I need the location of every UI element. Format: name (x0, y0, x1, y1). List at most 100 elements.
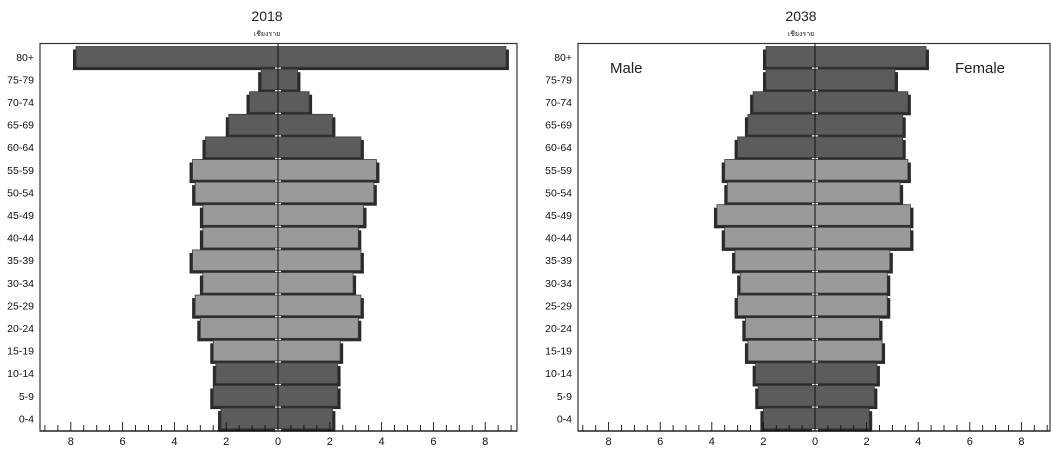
bar-left-60-64 (737, 136, 816, 158)
bar-left-40-44 (724, 226, 816, 249)
x-tick-label: 0 (812, 436, 818, 448)
bar-left-15-19 (747, 339, 816, 362)
bar-left-60-64 (205, 136, 279, 158)
bar-left-55-59 (192, 159, 279, 181)
bar-right-60-64 (814, 136, 904, 158)
bar-right-70-74 (814, 91, 909, 113)
age-label: 20-24 (545, 323, 572, 335)
bar-left-75-79 (765, 68, 816, 91)
bar-right-45-49 (277, 204, 364, 226)
bar-right-15-19 (814, 339, 883, 362)
bar-right-75-79 (277, 68, 298, 91)
age-label: 20-24 (7, 323, 34, 335)
x-tick-label: 2 (864, 436, 870, 448)
bar-left-35-39 (734, 249, 816, 271)
bar-left-65-69 (747, 113, 816, 136)
bar-left-5-9 (757, 385, 816, 407)
bar-left-75-79 (260, 68, 279, 91)
bar-left-5-9 (212, 385, 279, 407)
bar-right-50-54 (814, 181, 901, 204)
bar-right-40-44 (277, 226, 359, 249)
bar-left-65-69 (228, 113, 279, 136)
age-label: 10-14 (545, 368, 572, 380)
bar-left-40-44 (202, 226, 279, 249)
bar-right-65-69 (814, 113, 904, 136)
bar-right-25-29 (277, 294, 362, 317)
bar-left-70-74 (752, 91, 816, 113)
age-label: 40-44 (7, 233, 34, 245)
bar-left-80+ (765, 46, 816, 68)
bar-right-30-34 (277, 272, 354, 294)
age-label: 70-74 (7, 97, 34, 109)
chart-title: 2038 (785, 8, 816, 24)
age-label: 35-39 (545, 255, 572, 267)
age-label: 0-4 (557, 413, 572, 425)
bar-right-15-19 (277, 339, 341, 362)
bar-left-10-14 (755, 362, 816, 384)
bar-left-55-59 (724, 159, 816, 181)
x-tick-label: 8 (482, 436, 488, 448)
bar-left-15-19 (212, 339, 279, 362)
bar-right-0-4 (814, 407, 870, 430)
age-label: 60-64 (545, 142, 572, 154)
age-label: 35-39 (7, 255, 34, 267)
bar-left-80+ (75, 46, 279, 68)
male-label: Male (610, 60, 643, 77)
bar-left-10-14 (215, 362, 279, 384)
age-label: 30-34 (7, 278, 34, 290)
x-tick-label: 4 (709, 436, 715, 448)
age-label: 40-44 (545, 233, 572, 245)
age-label: 75-79 (545, 74, 572, 86)
age-label: 5-9 (19, 391, 34, 403)
x-tick-label: 8 (1018, 436, 1024, 448)
age-label: 75-79 (7, 74, 34, 86)
bar-left-25-29 (737, 294, 816, 317)
pyramid-panel-2018: 2018 เชียงราย 80+ 75-79 70-74 65-69 60-64 55-59… (7, 8, 518, 448)
bar-right-35-39 (814, 249, 891, 271)
age-label: 15-19 (7, 346, 34, 358)
age-label: 70-74 (545, 97, 572, 109)
age-label: 80+ (554, 52, 572, 64)
bar-left-30-34 (739, 272, 816, 294)
pyramid-panel-2038: 2038 เชียงราย 80+ 75-79 70-74 65-69 60-64 55-59… (545, 8, 1051, 448)
bar-right-25-29 (814, 294, 888, 317)
age-label: 55-59 (7, 165, 34, 177)
bar-right-20-24 (814, 317, 880, 339)
x-tick-label: 4 (915, 436, 921, 448)
bar-right-55-59 (277, 159, 377, 181)
x-tick-label: 4 (171, 436, 177, 448)
x-tick-label: 0 (275, 436, 281, 448)
bar-right-5-9 (814, 385, 875, 407)
bar-right-5-9 (277, 385, 338, 407)
bar-right-60-64 (277, 136, 362, 158)
bar-right-50-54 (277, 181, 375, 204)
x-tick-label: 6 (120, 436, 126, 448)
bar-left-0-4 (220, 407, 279, 430)
age-label: 5-9 (557, 391, 572, 403)
bar-right-70-74 (277, 91, 310, 113)
bar-right-30-34 (814, 272, 888, 294)
age-label: 0-4 (19, 413, 34, 425)
age-label: 60-64 (7, 142, 34, 154)
bar-right-80+ (814, 46, 927, 68)
age-label: 55-59 (545, 165, 572, 177)
age-label: 25-29 (7, 300, 34, 312)
bar-left-20-24 (199, 317, 279, 339)
bar-left-30-34 (202, 272, 279, 294)
x-tick-label: 2 (327, 436, 333, 448)
age-label: 80+ (16, 52, 34, 64)
bar-right-75-79 (814, 68, 896, 91)
bar-right-65-69 (277, 113, 333, 136)
age-label: 45-49 (7, 210, 34, 222)
bar-right-10-14 (814, 362, 878, 384)
age-label: 65-69 (7, 120, 34, 132)
bar-right-35-39 (277, 249, 362, 271)
age-label: 50-54 (7, 187, 34, 199)
bar-right-0-4 (277, 407, 333, 430)
age-label: 10-14 (7, 368, 34, 380)
chart-subtitle: เชียงราย (788, 30, 814, 38)
bar-left-50-54 (726, 181, 816, 204)
age-label: 45-49 (545, 210, 572, 222)
age-label: 15-19 (545, 346, 572, 358)
